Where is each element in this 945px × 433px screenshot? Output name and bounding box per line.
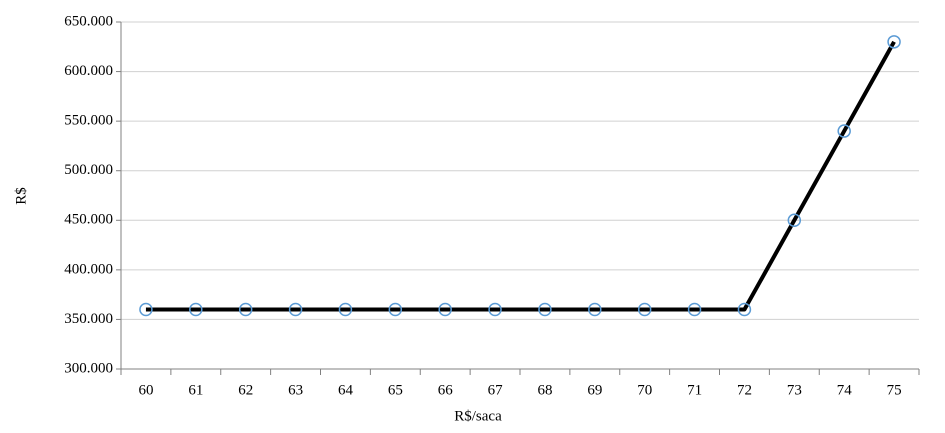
- y-tick-label: 450.000: [64, 212, 113, 228]
- marker: [238, 302, 253, 317]
- x-tick-label: 63: [288, 382, 303, 398]
- y-tick-label: 600.000: [64, 63, 113, 79]
- x-tick-label: 64: [338, 382, 354, 398]
- x-tick-label: 69: [587, 382, 602, 398]
- marker: [687, 302, 702, 317]
- x-tick-label: 72: [737, 382, 752, 398]
- marker: [288, 302, 303, 317]
- marker: [637, 302, 652, 317]
- x-axis-label: R$/saca: [454, 408, 502, 424]
- marker: [837, 124, 851, 138]
- x-tick-label: 70: [637, 382, 652, 398]
- x-tick-label: 61: [188, 382, 203, 398]
- x-tick-label: 60: [138, 382, 153, 398]
- marker: [787, 213, 802, 228]
- x-tick-label: 62: [238, 382, 253, 398]
- y-tick-label: 350.000: [64, 311, 113, 327]
- line: [145, 40, 896, 312]
- x-tick-label: 71: [687, 382, 702, 398]
- marker: [139, 302, 153, 317]
- y-tick-label: 400.000: [64, 261, 113, 277]
- y-tick-label: 500.000: [64, 162, 113, 178]
- x-tick-label: 75: [887, 382, 902, 398]
- marker: [488, 302, 502, 317]
- x-tick-label: 65: [388, 382, 403, 398]
- marker: [388, 302, 403, 317]
- marker: [887, 35, 901, 49]
- marker: [189, 302, 203, 317]
- x-tick-label: 66: [438, 382, 454, 398]
- x-tick-label: 74: [837, 382, 853, 398]
- x-tick-label: 67: [488, 382, 504, 398]
- marker: [737, 302, 752, 317]
- x-tick-label: 73: [787, 382, 802, 398]
- y-axis-label: R$: [13, 187, 29, 205]
- marker: [338, 302, 353, 317]
- y-tick-label: 650.000: [64, 13, 113, 29]
- marker: [538, 302, 552, 317]
- y-tick-label: 550.000: [64, 113, 113, 129]
- y-tick-label: 300.000: [64, 360, 113, 376]
- marker: [588, 302, 602, 317]
- x-tick-label: 68: [537, 382, 552, 398]
- marker: [438, 302, 452, 317]
